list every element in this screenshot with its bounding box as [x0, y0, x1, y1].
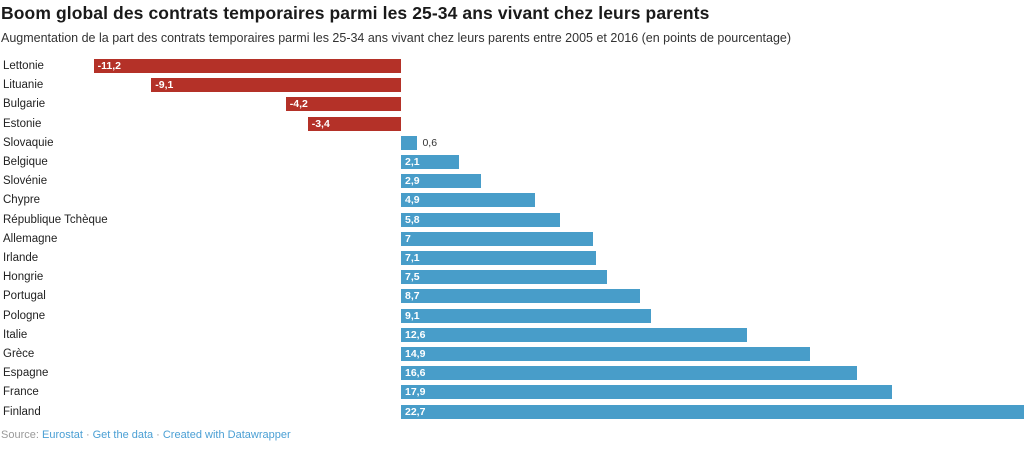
source-link-eurostat[interactable]: Eurostat	[41, 429, 83, 441]
category-label: Irlande	[3, 252, 39, 264]
category-label: Italie	[3, 328, 28, 341]
chart-footer: Source: Eurostat · Get the data · Created wi…	[1, 429, 291, 441]
positive-bar	[401, 212, 561, 227]
positive-bar	[401, 404, 1024, 419]
category-label: Pologne	[3, 309, 46, 322]
value-label: 2,9	[405, 175, 420, 188]
category-label: Portugal	[3, 290, 46, 303]
category-label: Lettonie	[3, 60, 44, 72]
value-label: 9,1	[405, 309, 420, 322]
category-label: Estonie	[3, 117, 42, 130]
value-label: 14,9	[405, 348, 426, 360]
positive-bar	[401, 308, 651, 323]
category-label: Lituanie	[3, 79, 44, 92]
value-label: 7,1	[405, 252, 420, 264]
positive-bar	[401, 347, 810, 361]
value-label: 22,7	[405, 405, 426, 418]
positive-bar	[401, 174, 481, 189]
value-label: 7,5	[405, 271, 420, 284]
category-label: Finland	[3, 405, 41, 418]
positive-bar	[401, 327, 747, 342]
value-label: 12,6	[405, 328, 426, 341]
value-label: 7	[405, 232, 411, 245]
negative-bar	[151, 78, 401, 93]
negative-bar	[93, 59, 401, 73]
chart-title: Boom global des contrats temporaires par…	[1, 3, 710, 23]
positive-bar	[401, 289, 640, 304]
value-label: 2,1	[405, 156, 420, 168]
footer-separator: ·	[85, 429, 90, 441]
source-label: Source:	[1, 429, 39, 441]
chart-subtitle: Augmentation de la part des contrats tem…	[1, 31, 792, 45]
value-label: 5,8	[405, 213, 420, 226]
positive-bar	[401, 231, 594, 246]
bar-chart: Lettonie -11,2 Lituanie -9,1 Bulgarie -4,2 Est…	[0, 57, 1024, 423]
category-label: Grèce	[3, 348, 35, 360]
positive-bar	[401, 155, 459, 169]
datawrapper-credit-link[interactable]: Created with Datawrapper	[162, 429, 291, 441]
positive-bar	[401, 366, 857, 381]
category-label: République Tchèque	[3, 213, 108, 226]
category-label: Hongrie	[3, 271, 44, 284]
negative-bar	[307, 116, 401, 131]
value-label: 4,9	[405, 194, 420, 207]
value-label: 0,6	[422, 136, 438, 149]
positive-bar	[401, 385, 893, 400]
category-label: Espagne	[3, 367, 49, 380]
value-label: -4,2	[289, 98, 308, 111]
value-label: -9,1	[155, 79, 174, 92]
value-label: -11,2	[97, 60, 122, 72]
positive-bar	[401, 193, 536, 208]
value-label: 17,9	[405, 386, 426, 399]
footer-separator: ·	[156, 429, 160, 441]
category-label: Bulgarie	[3, 98, 46, 111]
category-label: Slovaquie	[3, 136, 54, 149]
get-the-data-link[interactable]: Get the data	[92, 429, 154, 441]
category-label: Chypre	[3, 194, 41, 207]
positive-bar	[401, 251, 596, 265]
category-label: Allemagne	[3, 232, 58, 245]
positive-bar	[401, 270, 607, 285]
value-label: 8,7	[405, 290, 420, 303]
value-label: -3,4	[311, 117, 330, 130]
category-label: Belgique	[3, 156, 48, 168]
negative-bar	[285, 97, 401, 112]
category-label: Slovénie	[3, 175, 48, 188]
positive-bar	[401, 135, 418, 150]
category-label: France	[3, 386, 39, 399]
value-label: 16,6	[405, 367, 426, 380]
